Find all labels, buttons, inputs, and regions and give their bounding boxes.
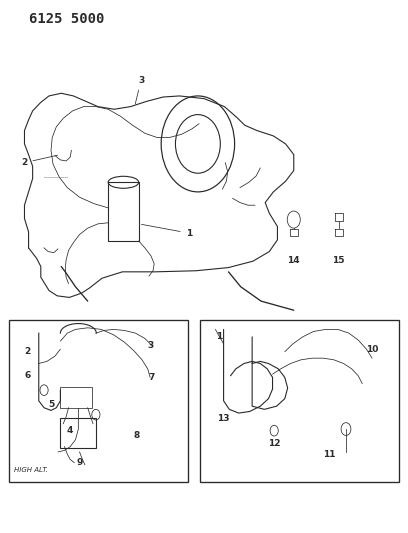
Bar: [60, 387, 92, 408]
Text: 6: 6: [24, 372, 31, 380]
Text: 2: 2: [21, 155, 58, 167]
Text: 1: 1: [216, 333, 223, 341]
Text: 4: 4: [67, 426, 73, 435]
Text: 3: 3: [148, 341, 154, 350]
Text: 3: 3: [135, 76, 144, 104]
Text: 13: 13: [217, 414, 230, 423]
Text: 15: 15: [332, 256, 344, 265]
Text: 1: 1: [142, 224, 192, 238]
Text: 7: 7: [149, 373, 155, 382]
Text: HIGH ALT.: HIGH ALT.: [14, 467, 48, 473]
Text: 12: 12: [268, 439, 280, 448]
Text: 9: 9: [76, 458, 83, 467]
Text: 6125 5000: 6125 5000: [29, 12, 104, 26]
Text: 11: 11: [324, 450, 336, 458]
Text: 10: 10: [366, 345, 378, 353]
Bar: [108, 182, 139, 241]
Bar: [200, 320, 399, 482]
Bar: [60, 418, 96, 448]
Text: 2: 2: [24, 348, 31, 356]
Text: 5: 5: [48, 400, 54, 408]
Text: 14: 14: [287, 256, 299, 265]
Bar: [9, 320, 188, 482]
Text: 8: 8: [133, 432, 140, 440]
